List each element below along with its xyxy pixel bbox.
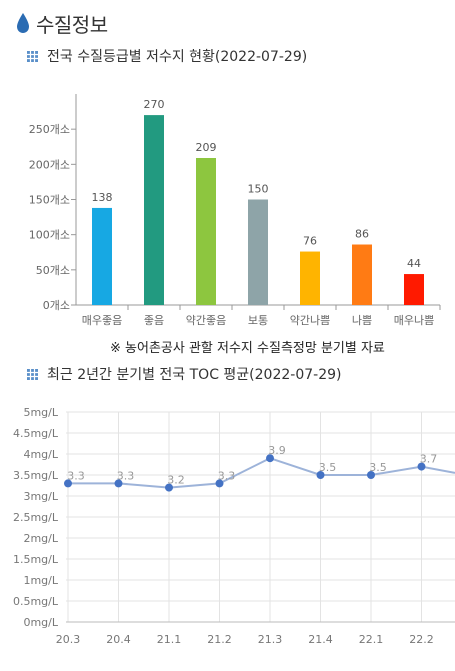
- y-tick-label: 1.5mg/L: [13, 553, 59, 566]
- data-label: 3.7: [420, 453, 438, 466]
- y-tick-label: 250개소: [29, 123, 70, 136]
- y-tick-label: 4mg/L: [23, 448, 58, 461]
- y-tick-label: 2.5mg/L: [13, 511, 59, 524]
- section-title-text: 최근 2년간 분기별 전국 TOC 평균(2022-07-29): [47, 367, 342, 383]
- y-tick-label: 150개소: [29, 194, 70, 207]
- x-tick-label: 21.4: [308, 633, 333, 646]
- y-tick-label: 0.5mg/L: [13, 595, 59, 608]
- toc-line-chart: 0mg/L 0.5mg/L 1mg/L 1.5mg/L 2mg/L 2.5mg/L 3mg/…: [13, 406, 455, 646]
- page-title: 수질정보: [36, 12, 108, 37]
- x-tick-label: 21.3: [258, 633, 283, 646]
- x-tick-label: 21.2: [207, 633, 232, 646]
- y-tick-label: 5mg/L: [23, 406, 58, 419]
- x-tick-label: 약간좋음: [186, 313, 226, 327]
- data-point: [64, 479, 72, 488]
- x-tick-label: 매우나쁨: [394, 314, 434, 327]
- page-header: 수질정보: [16, 8, 108, 38]
- data-label: 150: [248, 183, 269, 196]
- source-note: ※ 농어촌공사 관할 저수지 수질측정망 분기별 자료: [110, 341, 385, 356]
- x-tick-label: 좋음: [144, 314, 164, 327]
- x-tick-label: 20.3: [56, 633, 81, 646]
- y-tick-label: 0개소: [43, 299, 70, 312]
- y-tick-label: 1mg/L: [23, 574, 58, 587]
- data-point: [215, 479, 224, 488]
- x-tick-label: 보통: [248, 314, 268, 327]
- grid-bullet-icon: [27, 50, 38, 62]
- bar: [248, 199, 268, 305]
- data-label: 3.3: [67, 469, 85, 482]
- data-label: 209: [196, 141, 217, 154]
- y-tick-label: 4.5mg/L: [13, 427, 59, 440]
- y-tick-label: 3mg/L: [23, 490, 58, 503]
- y-tick-label: 0mg/L: [23, 616, 58, 629]
- reservoir-grade-bar-chart: 0개소 50개소 100개소 150개소 200개소 250개소 138 매우좋음 270 좋음 2…: [29, 94, 441, 327]
- x-tick-label: 22.2: [409, 633, 434, 646]
- bar: [404, 274, 424, 305]
- data-point: [367, 471, 375, 479]
- data-label: 76: [303, 235, 317, 248]
- x-tick-label: 20.4: [106, 633, 131, 646]
- section-title-text: 전국 수질등급별 저수지 현황(2022-07-29): [47, 49, 308, 65]
- data-label: 3.3: [117, 469, 135, 482]
- y-tick-label: 2mg/L: [23, 532, 58, 545]
- data-point: [316, 471, 325, 479]
- grid-bullet-icon: [27, 368, 38, 380]
- data-label: 86: [355, 228, 369, 241]
- data-point: [417, 462, 426, 471]
- bar: [352, 244, 372, 305]
- x-tick-label: 약간나쁨: [290, 313, 330, 327]
- y-tick-label: 100개소: [29, 229, 70, 242]
- x-tick-label: 나쁨: [352, 314, 372, 327]
- data-label: 3.9: [268, 444, 286, 457]
- bar: [196, 158, 216, 305]
- x-tick-label: 매우좋음: [82, 314, 122, 327]
- data-point: [266, 454, 274, 463]
- data-point: [165, 483, 173, 492]
- y-tick-label: 200개소: [29, 158, 70, 171]
- data-label: 138: [92, 191, 113, 204]
- bar: [300, 251, 320, 305]
- x-tick-label: 22.1: [359, 633, 384, 646]
- bar: [144, 115, 164, 305]
- reservoir-grade-section-title: 전국 수질등급별 저수지 현황(2022-07-29): [27, 46, 307, 66]
- y-tick-label: 3.5mg/L: [13, 469, 59, 482]
- x-tick-label: 21.1: [157, 633, 182, 646]
- data-label: 3.5: [319, 461, 337, 474]
- data-point: [114, 479, 123, 488]
- water-drop-icon: [17, 13, 29, 33]
- y-tick-label: 50개소: [36, 264, 70, 277]
- data-label: 270: [144, 98, 165, 111]
- toc-average-section-title: 최근 2년간 분기별 전국 TOC 평균(2022-07-29): [27, 364, 341, 384]
- data-label: 44: [407, 257, 421, 270]
- data-label: 3.5: [369, 461, 387, 474]
- bar: [92, 207, 112, 305]
- data-label: 3.2: [167, 474, 185, 487]
- data-label: 3.3: [218, 469, 236, 482]
